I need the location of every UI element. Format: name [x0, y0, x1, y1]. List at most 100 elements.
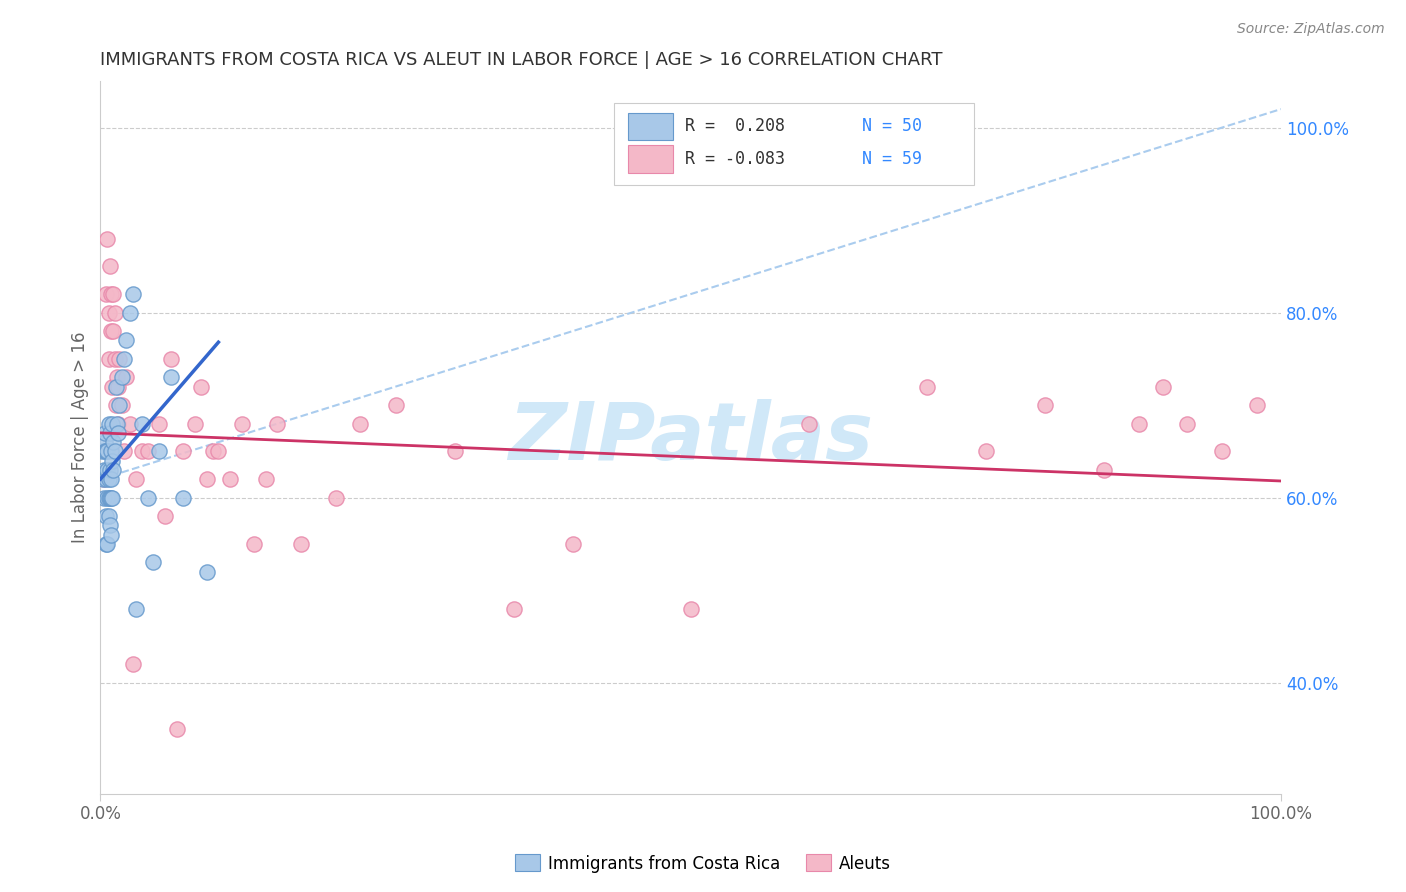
Point: [101, 417, 124, 431]
Point: [1092, 463, 1115, 477]
Point: [96, 537, 118, 551]
Point: [266, 417, 288, 431]
Point: [98, 491, 121, 505]
Text: N = 50: N = 50: [862, 117, 922, 136]
Point: [93, 463, 115, 477]
Point: [101, 453, 124, 467]
Point: [1211, 444, 1233, 458]
Point: [97, 491, 120, 505]
Point: [131, 444, 153, 458]
Point: [98, 260, 121, 274]
Point: [349, 417, 371, 431]
Point: [108, 398, 131, 412]
Point: [103, 305, 125, 319]
Point: [172, 491, 194, 505]
Text: ZIPatlas: ZIPatlas: [508, 399, 873, 476]
Point: [105, 417, 128, 431]
Point: [96, 491, 118, 505]
Point: [93, 491, 115, 505]
Point: [103, 463, 125, 477]
Point: [108, 351, 131, 366]
Point: [195, 472, 218, 486]
Point: [207, 444, 229, 458]
Point: [502, 601, 524, 615]
Point: [103, 351, 125, 366]
Point: [93, 472, 115, 486]
Point: [155, 509, 177, 524]
Point: [443, 444, 465, 458]
Point: [94, 425, 117, 440]
Point: [110, 370, 132, 384]
Point: [104, 379, 127, 393]
Point: [184, 417, 207, 431]
Point: [115, 370, 138, 384]
Point: [96, 472, 118, 486]
Point: [190, 379, 212, 393]
Point: [96, 444, 118, 458]
Point: [125, 601, 148, 615]
Y-axis label: In Labor Force | Age > 16: In Labor Force | Age > 16: [72, 332, 89, 543]
Point: [101, 491, 124, 505]
FancyBboxPatch shape: [628, 112, 673, 140]
Point: [103, 324, 125, 338]
Legend: Immigrants from Costa Rica, Aleuts: Immigrants from Costa Rica, Aleuts: [509, 847, 897, 880]
Point: [91, 472, 114, 486]
Point: [172, 444, 194, 458]
Point: [136, 491, 159, 505]
Point: [115, 334, 138, 348]
Point: [166, 722, 188, 736]
Point: [231, 417, 253, 431]
Point: [98, 518, 121, 533]
Point: [96, 463, 118, 477]
Point: [1152, 379, 1174, 393]
Point: [1175, 417, 1198, 431]
Point: [136, 444, 159, 458]
Point: [103, 444, 125, 458]
Point: [90, 444, 112, 458]
Point: [94, 435, 117, 450]
Point: [160, 351, 183, 366]
Point: [97, 351, 120, 366]
Point: [100, 324, 122, 338]
Point: [112, 444, 135, 458]
Point: [142, 555, 165, 569]
Point: [97, 509, 120, 524]
Point: [118, 305, 141, 319]
Point: [122, 287, 145, 301]
Point: [974, 444, 997, 458]
Point: [254, 472, 277, 486]
Point: [1246, 398, 1268, 412]
Point: [561, 537, 583, 551]
Point: [107, 417, 129, 431]
Point: [1033, 398, 1056, 412]
Point: [915, 379, 938, 393]
Point: [290, 537, 312, 551]
Point: [97, 305, 120, 319]
Point: [219, 472, 242, 486]
Text: Source: ZipAtlas.com: Source: ZipAtlas.com: [1237, 22, 1385, 37]
Point: [97, 472, 120, 486]
Point: [201, 444, 224, 458]
Point: [101, 379, 124, 393]
Point: [96, 232, 118, 246]
Point: [96, 444, 118, 458]
FancyBboxPatch shape: [614, 103, 974, 185]
Point: [125, 472, 148, 486]
Point: [797, 417, 820, 431]
Point: [96, 509, 118, 524]
Point: [96, 537, 118, 551]
Point: [1128, 417, 1150, 431]
Point: [103, 287, 125, 301]
Point: [118, 417, 141, 431]
Point: [105, 370, 128, 384]
Point: [112, 351, 135, 366]
FancyBboxPatch shape: [628, 145, 673, 172]
Text: IMMIGRANTS FROM COSTA RICA VS ALEUT IN LABOR FORCE | AGE > 16 CORRELATION CHART: IMMIGRANTS FROM COSTA RICA VS ALEUT IN L…: [100, 51, 943, 69]
Point: [384, 398, 406, 412]
Point: [103, 435, 125, 450]
Point: [148, 417, 170, 431]
Point: [100, 491, 122, 505]
Point: [122, 657, 145, 672]
Point: [107, 379, 129, 393]
Point: [94, 444, 117, 458]
